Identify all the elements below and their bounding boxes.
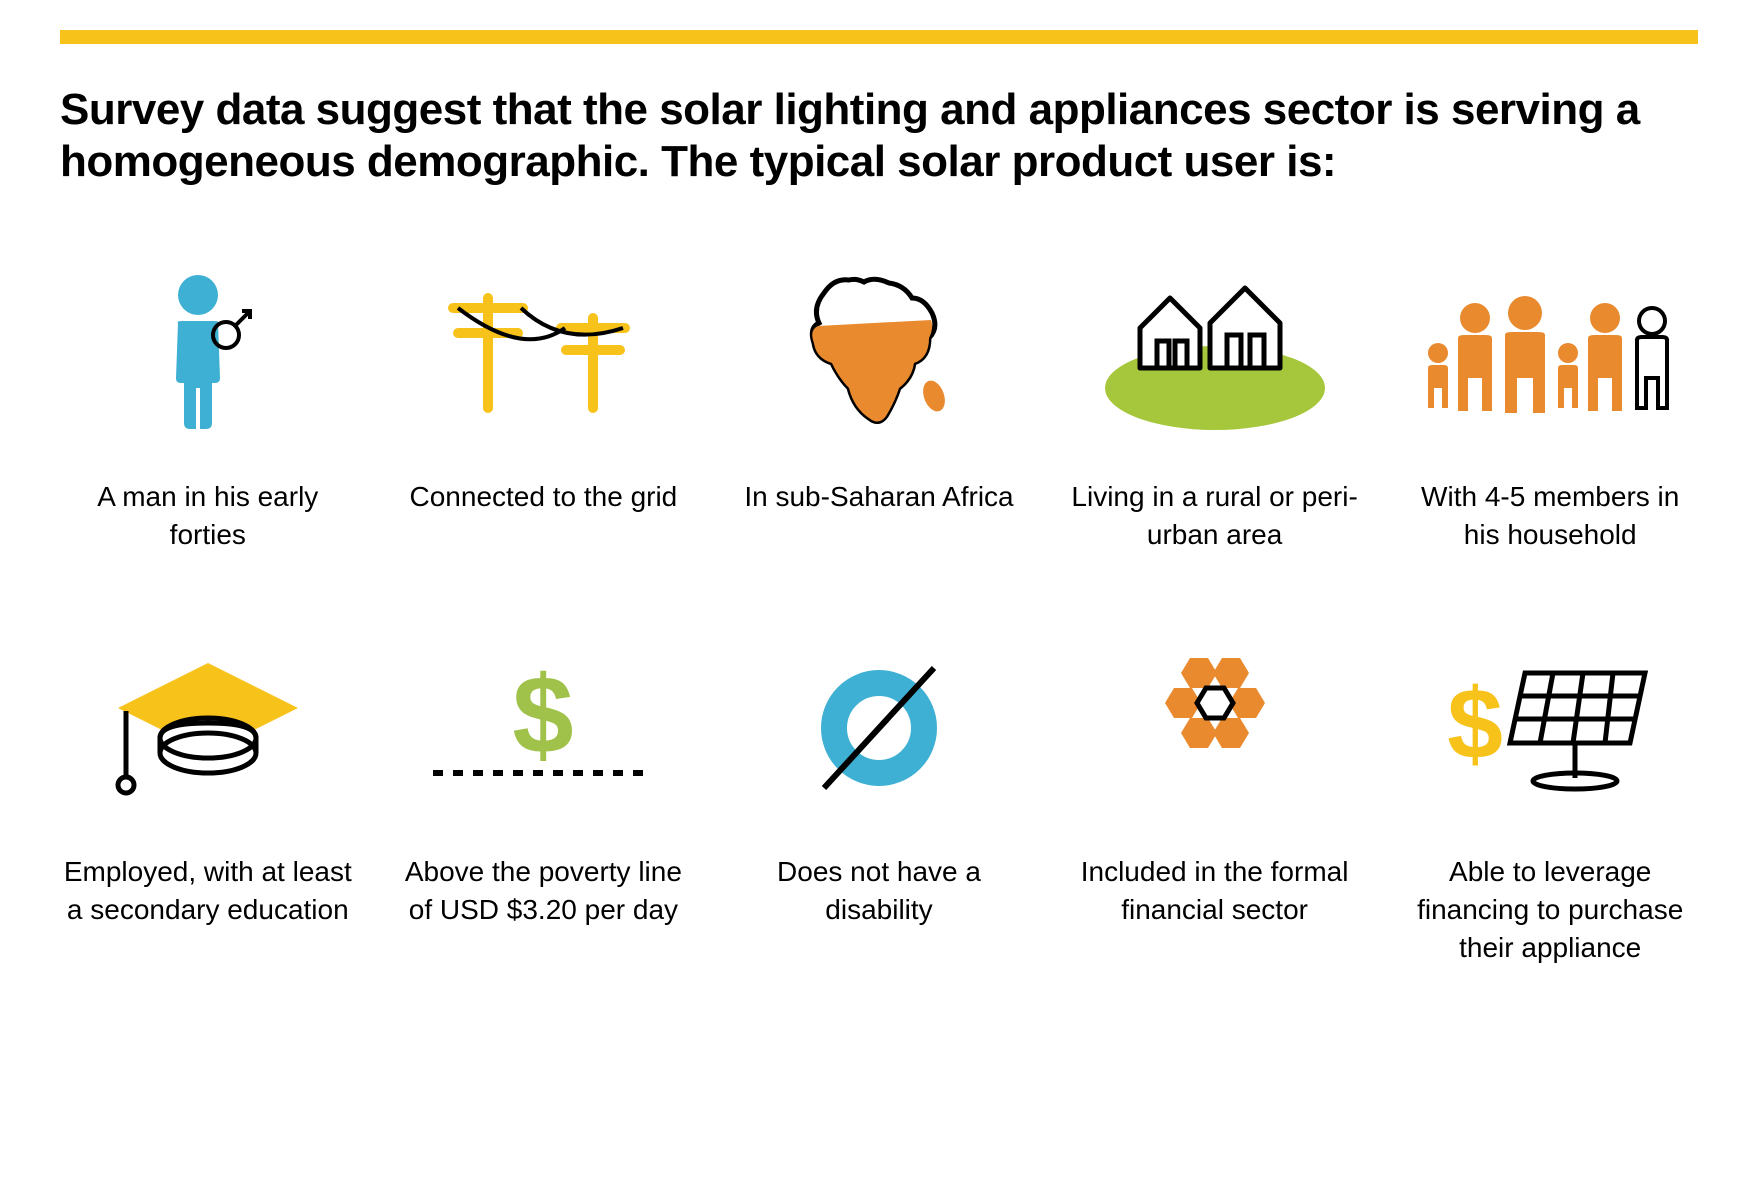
- items-grid: A man in his early forties Connected t: [60, 268, 1698, 967]
- hexagons-icon: [1067, 643, 1363, 813]
- item-africa: In sub-Saharan Africa: [731, 268, 1027, 554]
- caption: Living in a rural or peri-urban area: [1067, 478, 1363, 554]
- item-financial: Included in the formal financial sector: [1067, 643, 1363, 966]
- africa-icon: [731, 268, 1027, 438]
- dollar-above-line-icon: $: [396, 643, 692, 813]
- caption: A man in his early forties: [60, 478, 356, 554]
- item-financing: $ Able to leverage financing to purchase…: [1402, 643, 1698, 966]
- item-rural: Living in a rural or peri-urban area: [1067, 268, 1363, 554]
- caption: With 4-5 members in his household: [1402, 478, 1698, 554]
- headline: Survey data suggest that the solar light…: [60, 84, 1698, 188]
- item-disability: Does not have a disability: [731, 643, 1027, 966]
- family-icon: [1402, 268, 1698, 438]
- item-education: Employed, with at least a secondary educ…: [60, 643, 356, 966]
- caption: Above the poverty line of USD $3.20 per …: [396, 853, 692, 929]
- caption: Does not have a disability: [731, 853, 1027, 929]
- item-household: With 4-5 members in his household: [1402, 268, 1698, 554]
- man-icon: [60, 268, 356, 438]
- caption: Employed, with at least a secondary educ…: [60, 853, 356, 929]
- item-man-forties: A man in his early forties: [60, 268, 356, 554]
- caption: Connected to the grid: [410, 478, 678, 516]
- caption: Able to leverage financing to purchase t…: [1402, 853, 1698, 966]
- svg-text:$: $: [513, 658, 574, 777]
- accent-bar: [60, 30, 1698, 44]
- item-poverty: $ Above the poverty line of USD $3.20 pe…: [396, 643, 692, 966]
- rural-houses-icon: [1067, 268, 1363, 438]
- item-grid: Connected to the grid: [396, 268, 692, 554]
- svg-text:$: $: [1447, 668, 1503, 780]
- solar-financing-icon: $: [1402, 643, 1698, 813]
- caption: Included in the formal financial sector: [1067, 853, 1363, 929]
- power-lines-icon: [396, 268, 692, 438]
- caption: In sub-Saharan Africa: [744, 478, 1013, 516]
- no-disability-icon: [731, 643, 1027, 813]
- graduation-cap-icon: [60, 643, 356, 813]
